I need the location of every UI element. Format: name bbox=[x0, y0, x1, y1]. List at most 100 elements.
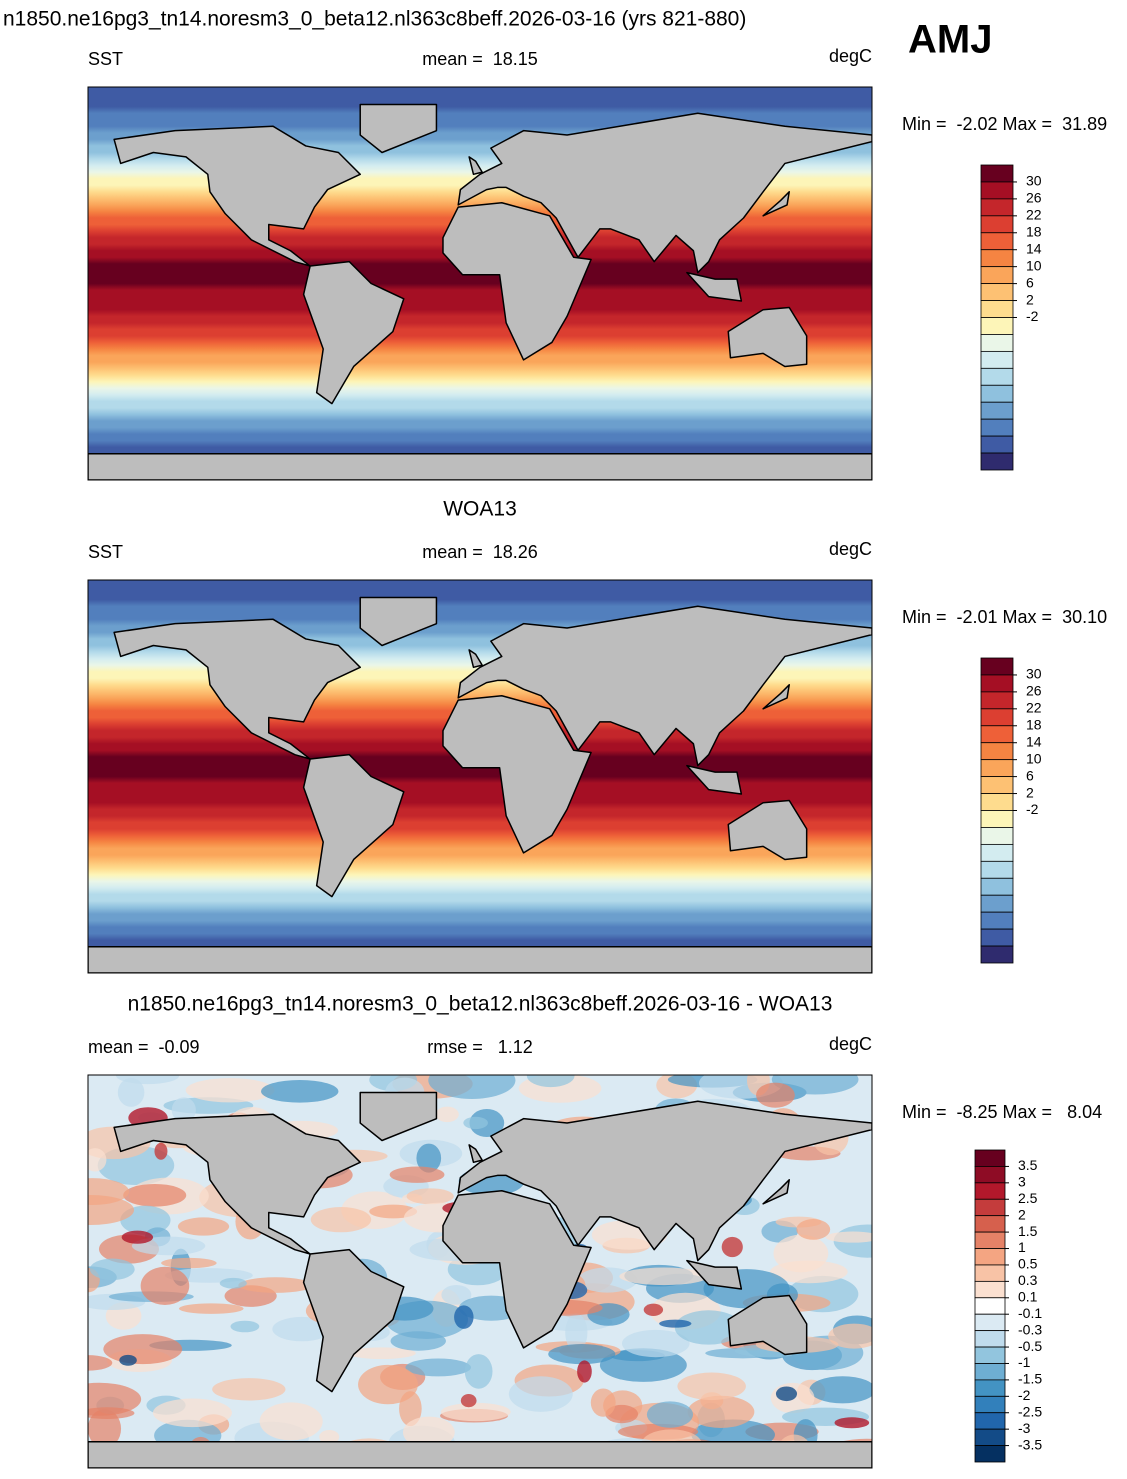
land bbox=[686, 271, 743, 302]
anomaly-blob bbox=[88, 1407, 135, 1419]
anomaly-blob bbox=[796, 1219, 831, 1240]
season-label: AMJ bbox=[908, 18, 992, 62]
colorbar-label: 2 bbox=[1026, 291, 1034, 307]
anomaly-blob bbox=[402, 1416, 455, 1449]
colorbar-label: 2 bbox=[1026, 784, 1034, 800]
anomaly-blob bbox=[428, 1075, 516, 1099]
anomaly-blob bbox=[88, 1195, 135, 1225]
colorbar-box bbox=[980, 894, 1014, 913]
anomaly-blob bbox=[219, 1277, 247, 1289]
anomaly-blob bbox=[464, 1354, 493, 1389]
anomaly-blob bbox=[416, 1143, 442, 1173]
anomaly-blob bbox=[619, 1267, 709, 1286]
anomaly-blob bbox=[590, 1388, 616, 1417]
land bbox=[727, 799, 808, 861]
units-label: degC bbox=[829, 1034, 872, 1054]
colorbar-box bbox=[980, 232, 1014, 251]
land bbox=[442, 694, 592, 854]
anomaly-blob bbox=[834, 1417, 870, 1429]
colorbar-label: -0.1 bbox=[1018, 1305, 1042, 1321]
colorbar-label: 10 bbox=[1026, 750, 1042, 766]
colorbar-box bbox=[980, 249, 1014, 268]
anomaly-blob bbox=[406, 1188, 454, 1205]
anomaly-blob bbox=[121, 1230, 154, 1244]
colorbar-box bbox=[980, 691, 1014, 710]
land bbox=[457, 605, 872, 767]
anomaly-blob bbox=[577, 1360, 592, 1383]
land bbox=[359, 596, 438, 647]
anomaly-blob bbox=[103, 1334, 183, 1365]
colorbar-box bbox=[974, 1198, 1006, 1217]
colorbar-label: -2 bbox=[1026, 308, 1039, 324]
colorbar-box bbox=[974, 1264, 1006, 1282]
anomaly-blob bbox=[659, 1319, 692, 1328]
anomaly-blob bbox=[140, 1266, 190, 1305]
anomaly-blob bbox=[88, 1409, 122, 1449]
colorbar-box bbox=[980, 657, 1014, 676]
map-frame bbox=[87, 1074, 873, 1469]
colorbar-box bbox=[974, 1330, 1006, 1348]
map bbox=[88, 87, 872, 480]
anomaly-blob bbox=[272, 1316, 332, 1342]
anomaly-blob bbox=[621, 1329, 690, 1358]
colorbar-label: 22 bbox=[1026, 207, 1042, 223]
colorbar-box bbox=[980, 350, 1014, 369]
colorbar-box bbox=[974, 1313, 1006, 1332]
colorbar-box bbox=[980, 928, 1014, 947]
anomaly-blob bbox=[123, 1183, 187, 1207]
anomaly-blob bbox=[454, 1305, 474, 1329]
colorbar-box bbox=[980, 759, 1014, 778]
anomaly-blob bbox=[643, 1303, 664, 1316]
land bbox=[302, 1248, 405, 1393]
colorbar-label: 22 bbox=[1026, 700, 1042, 716]
colorbar-box bbox=[980, 198, 1014, 217]
anomaly-blob bbox=[674, 1310, 743, 1345]
anomaly-blob bbox=[358, 1364, 418, 1405]
anomaly-blob bbox=[152, 1398, 232, 1428]
land bbox=[727, 306, 808, 368]
colorbar-box bbox=[974, 1215, 1006, 1233]
colorbar-box bbox=[974, 1280, 1006, 1299]
anomaly-blob bbox=[117, 1078, 145, 1107]
colorbar-label: 3 bbox=[1018, 1174, 1026, 1190]
land bbox=[302, 753, 405, 898]
colorbar-box bbox=[980, 877, 1014, 896]
colorbar-box bbox=[974, 1248, 1006, 1266]
colorbar-box bbox=[974, 1445, 1006, 1463]
anomaly-blob bbox=[440, 1402, 511, 1422]
colorbar-label: 6 bbox=[1026, 274, 1034, 290]
colorbar-box bbox=[980, 418, 1014, 437]
colorbar-box bbox=[980, 283, 1014, 301]
colorbar-label: 14 bbox=[1026, 240, 1042, 256]
colorbar-label: -2.5 bbox=[1018, 1403, 1042, 1419]
colorbar-box bbox=[974, 1166, 1006, 1184]
colorbar-box bbox=[980, 181, 1014, 200]
colorbar-box bbox=[980, 725, 1014, 744]
colorbar-label: 18 bbox=[1026, 223, 1042, 239]
colorbar-box bbox=[974, 1149, 1006, 1167]
colorbar-box bbox=[980, 860, 1014, 879]
colorbar-label: 2.5 bbox=[1018, 1190, 1038, 1206]
colorbar-box bbox=[980, 401, 1014, 420]
colorbar-box bbox=[974, 1379, 1006, 1397]
colorbar-box bbox=[974, 1182, 1006, 1200]
colorbar-box bbox=[980, 793, 1014, 811]
anomaly-blob bbox=[756, 1082, 795, 1108]
anomaly-blob bbox=[721, 1236, 743, 1258]
anomaly-blob bbox=[310, 1206, 372, 1233]
anomaly-blob bbox=[646, 1401, 694, 1428]
anomaly-blob bbox=[441, 1285, 472, 1305]
land bbox=[113, 1113, 361, 1255]
mean-label: mean = 18.26 bbox=[422, 542, 538, 562]
panel-title: WOA13 bbox=[443, 498, 517, 521]
colorbar-label: 26 bbox=[1026, 683, 1042, 699]
min-max-label: Min = -2.02 Max = 31.89 bbox=[902, 114, 1107, 134]
colorbar-box bbox=[980, 843, 1014, 862]
anomaly-blob bbox=[771, 1075, 859, 1095]
anomaly-blob bbox=[230, 1320, 260, 1333]
colorbar-label: 10 bbox=[1026, 257, 1042, 273]
rmse-label: rmse = 1.12 bbox=[427, 1037, 533, 1057]
anomaly-blob bbox=[171, 1097, 196, 1123]
anomaly-blob bbox=[185, 1078, 275, 1103]
